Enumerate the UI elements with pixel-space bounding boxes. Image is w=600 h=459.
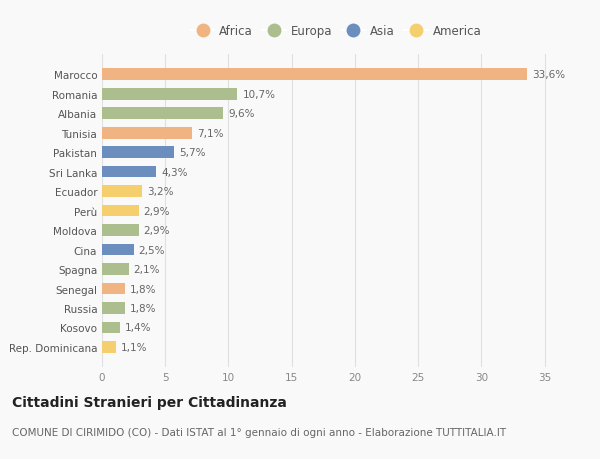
Text: 2,1%: 2,1% xyxy=(134,264,160,274)
Bar xyxy=(102,205,139,217)
Bar xyxy=(102,128,192,139)
Text: 33,6%: 33,6% xyxy=(532,70,565,80)
Bar xyxy=(102,108,223,120)
Text: 2,5%: 2,5% xyxy=(139,245,165,255)
Legend: Africa, Europa, Asia, America: Africa, Europa, Asia, America xyxy=(186,21,486,43)
Text: 1,1%: 1,1% xyxy=(121,342,148,352)
Bar xyxy=(102,263,128,275)
Bar xyxy=(102,322,120,334)
Text: 1,4%: 1,4% xyxy=(125,323,151,333)
Bar xyxy=(102,89,238,101)
Bar xyxy=(102,283,125,295)
Bar xyxy=(102,186,142,197)
Bar xyxy=(102,147,174,159)
Text: Cittadini Stranieri per Cittadinanza: Cittadini Stranieri per Cittadinanza xyxy=(12,395,287,409)
Text: 1,8%: 1,8% xyxy=(130,284,157,294)
Bar xyxy=(102,225,139,236)
Text: 5,7%: 5,7% xyxy=(179,148,206,158)
Text: 9,6%: 9,6% xyxy=(229,109,255,119)
Bar xyxy=(102,244,134,256)
Text: 2,9%: 2,9% xyxy=(144,206,170,216)
Bar xyxy=(102,69,527,81)
Text: 4,3%: 4,3% xyxy=(161,167,188,177)
Bar xyxy=(102,167,157,178)
Text: 2,9%: 2,9% xyxy=(144,225,170,235)
Text: COMUNE DI CIRIMIDO (CO) - Dati ISTAT al 1° gennaio di ogni anno - Elaborazione T: COMUNE DI CIRIMIDO (CO) - Dati ISTAT al … xyxy=(12,427,506,437)
Text: 1,8%: 1,8% xyxy=(130,303,157,313)
Text: 3,2%: 3,2% xyxy=(148,187,174,197)
Text: 7,1%: 7,1% xyxy=(197,129,223,139)
Text: 10,7%: 10,7% xyxy=(242,90,275,100)
Bar xyxy=(102,302,125,314)
Bar xyxy=(102,341,116,353)
